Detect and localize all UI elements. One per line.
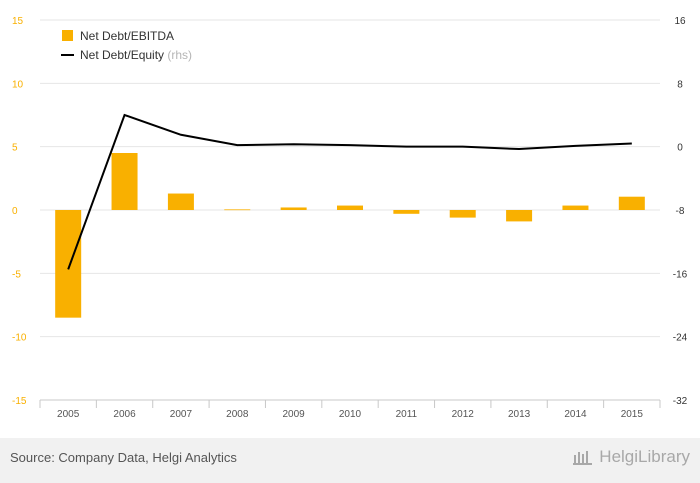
y-left-tick-label: -5 (12, 269, 21, 280)
y-left-tick-label: 0 (12, 206, 18, 217)
y-left-tick-label: 10 (12, 79, 24, 90)
legend-label-bar: Net Debt/EBITDA (80, 29, 174, 43)
x-tick-label: 2006 (113, 409, 136, 420)
bar-series (55, 153, 645, 318)
y-right-tick-label: -8 (676, 206, 685, 217)
source-note: Source: Company Data, Helgi Analytics (10, 450, 237, 465)
y-right-tick-label: 0 (677, 143, 683, 154)
bar (449, 210, 476, 218)
x-tick-label: 2009 (283, 409, 306, 420)
line-series (67, 113, 632, 270)
library-icon (573, 451, 593, 465)
brand-logo: HelgiLibrary (573, 447, 690, 467)
x-tick-label: 2015 (621, 409, 644, 420)
y-left-tick-label: -10 (12, 333, 27, 344)
x-tick-label: 2005 (57, 409, 80, 420)
y-right-tick-label: -32 (673, 396, 688, 407)
x-tick-label: 2007 (170, 409, 193, 420)
bar (224, 209, 251, 211)
legend-rhs-note: (rhs) (167, 48, 192, 62)
x-tick-label: 2008 (226, 409, 249, 420)
bar (618, 196, 645, 210)
legend: Net Debt/EBITDA Net Debt/Equity (rhs) (61, 29, 192, 62)
legend-label-line: Net Debt/Equity (rhs) (80, 48, 192, 62)
x-tick-label: 2011 (396, 409, 418, 420)
x-tick-label: 2010 (339, 409, 362, 420)
chart: 15 10 5 0 -5 -10 -15 16 8 0 -8 -16 -24 -32 2005 2006 200… (12, 16, 688, 420)
y-right-tick-label: 8 (677, 79, 683, 90)
x-tick-label: 2012 (452, 409, 475, 420)
bar (167, 193, 194, 210)
grid-lines (40, 19, 660, 338)
bar (562, 205, 589, 210)
series-line (67, 113, 632, 270)
x-tick-label: 2013 (508, 409, 531, 420)
brand-name: HelgiLibrary (599, 447, 690, 466)
y-right-tick-label: -16 (673, 269, 688, 280)
y-left-tick-label: 5 (12, 143, 18, 154)
bar (393, 210, 420, 214)
axes: 15 10 5 0 -5 -10 -15 16 8 0 -8 -16 -24 -32 2005 2006 200… (12, 16, 688, 420)
y-right-tick-label: -24 (673, 333, 688, 344)
bar (506, 210, 533, 222)
y-left-tick-label: -15 (12, 396, 27, 407)
y-right-tick-label: 16 (674, 16, 686, 27)
legend-swatch-bar (62, 30, 73, 41)
bar (337, 205, 363, 210)
bar (280, 207, 307, 210)
bar (55, 210, 82, 318)
x-tick-label: 2014 (564, 409, 587, 420)
bar (111, 153, 138, 210)
y-left-tick-label: 15 (12, 16, 24, 27)
